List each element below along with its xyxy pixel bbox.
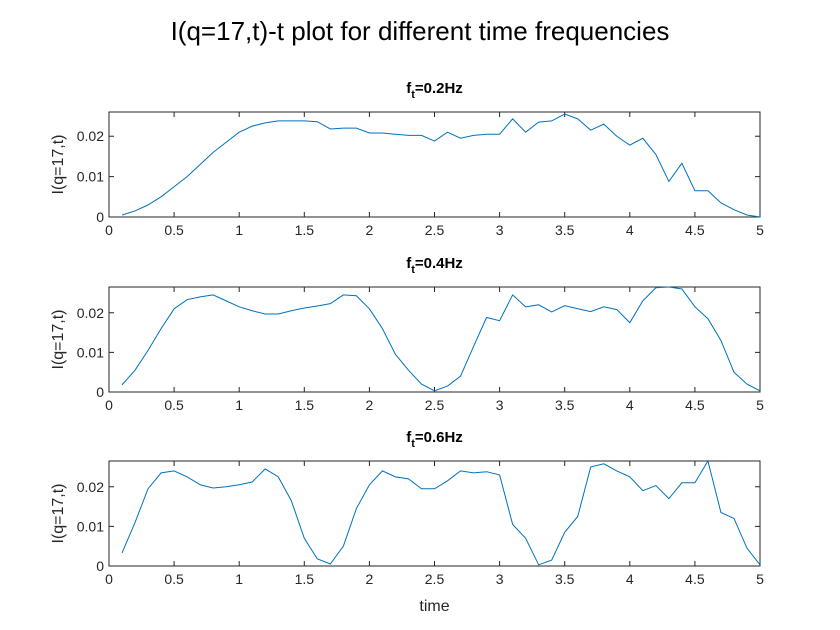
title-subscript: t xyxy=(411,89,415,101)
series-line xyxy=(121,113,761,218)
x-tick-label: 0.5 xyxy=(164,397,184,413)
y-tick-label: 0.01 xyxy=(77,344,104,360)
figure-title: I(q=17,t)-t plot for different time freq… xyxy=(171,16,670,46)
title-main: f xyxy=(406,429,412,446)
x-axis-label: time xyxy=(419,598,449,615)
x-tick-label: 5 xyxy=(756,571,764,587)
title-rest: =0.4Hz xyxy=(415,255,463,272)
x-tick-label: 0.5 xyxy=(164,571,184,587)
subplot-3: ft=0.6Hz 0 0.5 1 1.5 2 2.5 3 3.5 4 4.5 5 0 0.01 0.02 I(… xyxy=(50,429,764,615)
y-tick-label: 0.02 xyxy=(77,479,104,495)
x-tick-label: 5 xyxy=(756,222,764,238)
axes-frame xyxy=(108,111,761,218)
title-rest: =0.6Hz xyxy=(415,429,463,446)
x-tick-label: 3 xyxy=(496,222,504,238)
x-tick-label: 3 xyxy=(496,571,504,587)
x-tick-label: 3.5 xyxy=(555,571,575,587)
x-tick-label: 4 xyxy=(626,222,634,238)
y-tick-label: 0 xyxy=(96,558,104,574)
y-tick-label: 0.02 xyxy=(77,305,104,321)
x-tick-label: 4 xyxy=(626,571,634,587)
x-tick-label: 4.5 xyxy=(685,222,705,238)
x-tick-label: 1.5 xyxy=(295,571,315,587)
series-line xyxy=(121,286,761,392)
x-tick-label: 1 xyxy=(235,222,243,238)
x-tick-label: 2.5 xyxy=(425,397,445,413)
x-tick-label: 3.5 xyxy=(555,222,575,238)
x-tick-label: 3 xyxy=(496,397,504,413)
title-subscript: t xyxy=(411,264,415,276)
x-tick-label: 0 xyxy=(105,571,113,587)
axes-frame xyxy=(108,460,761,567)
title-main: f xyxy=(406,80,412,97)
x-tick-label: 4 xyxy=(626,397,634,413)
title-main: f xyxy=(406,255,412,272)
axes-frame xyxy=(108,286,761,393)
x-tick-label: 0 xyxy=(105,397,113,413)
subplot-1: ft=0.2Hz 0 0.5 1 1.5 2 2.5 3 3.5 4 4.5 5 0 0.01 0.02 I(… xyxy=(50,80,764,238)
x-tick-label: 2.5 xyxy=(425,571,445,587)
x-tick-label: 5 xyxy=(756,397,764,413)
y-axis-label: I(q=17,t) xyxy=(50,483,67,543)
x-tick-label: 1 xyxy=(235,571,243,587)
x-tick-label: 4.5 xyxy=(685,571,705,587)
x-tick-label: 1.5 xyxy=(295,397,315,413)
subplot-2: ft=0.4Hz 0 0.5 1 1.5 2 2.5 3 3.5 4 4.5 5 0 0.01 0.02 I(… xyxy=(50,255,764,413)
x-tick-label: 2.5 xyxy=(425,222,445,238)
x-tick-label: 4.5 xyxy=(685,397,705,413)
x-tick-label: 2 xyxy=(366,571,374,587)
y-tick-label: 0.01 xyxy=(77,518,104,534)
title-subscript: t xyxy=(411,438,415,450)
x-tick-label: 2 xyxy=(366,222,374,238)
x-tick-label: 1 xyxy=(235,397,243,413)
subplot-title: ft=0.4Hz xyxy=(406,255,463,276)
x-tick-label: 0 xyxy=(105,222,113,238)
series-line xyxy=(121,459,761,566)
x-tick-label: 2 xyxy=(366,397,374,413)
x-tick-label: 3.5 xyxy=(555,397,575,413)
subplot-title: ft=0.6Hz xyxy=(406,429,463,450)
y-axis-label: I(q=17,t) xyxy=(50,309,67,369)
y-tick-label: 0.02 xyxy=(77,128,104,144)
x-tick-label: 1.5 xyxy=(295,222,315,238)
title-rest: =0.2Hz xyxy=(415,80,463,97)
y-tick-label: 0 xyxy=(96,209,104,225)
y-tick-label: 0 xyxy=(96,384,104,400)
y-tick-label: 0.01 xyxy=(77,169,104,185)
x-tick-label: 0.5 xyxy=(164,222,184,238)
subplot-title: ft=0.2Hz xyxy=(406,80,463,101)
y-axis-label: I(q=17,t) xyxy=(50,134,67,194)
